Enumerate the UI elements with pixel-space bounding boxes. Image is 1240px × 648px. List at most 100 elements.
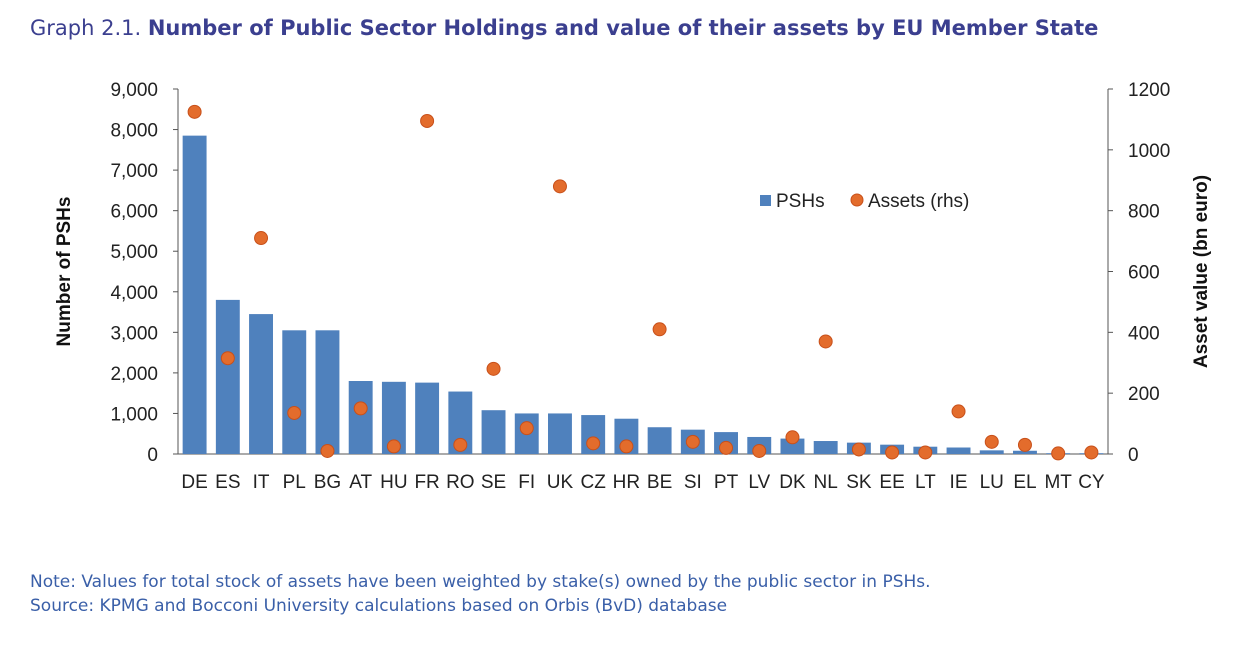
asset-point-ro	[453, 437, 468, 452]
x-tick-label: PL	[283, 472, 306, 493]
left-tick-label: 1,000	[110, 404, 158, 425]
bar-el	[1013, 450, 1037, 454]
x-tick-label: UK	[547, 472, 574, 493]
x-tick-label: DK	[779, 472, 806, 493]
x-tick-label: LV	[748, 472, 770, 493]
x-tick-label: BG	[314, 472, 341, 493]
x-tick-label: SE	[481, 472, 506, 493]
legend-label-pshs: PSHs	[776, 191, 825, 212]
x-tick-label: AT	[349, 472, 372, 493]
x-tick-label: ES	[215, 472, 240, 493]
legend-marker-assets	[850, 193, 864, 207]
x-tick-label: FR	[414, 472, 439, 493]
asset-point-de	[187, 104, 202, 119]
right-tick-label: 200	[1128, 384, 1160, 405]
asset-point-uk	[552, 179, 567, 194]
x-tick-label: IE	[950, 472, 968, 493]
left-tick-label: 0	[147, 445, 158, 466]
x-tick-label: SK	[846, 472, 872, 493]
right-tick-label: 600	[1128, 263, 1160, 284]
asset-point-pl	[287, 405, 302, 420]
asset-point-it	[254, 231, 269, 246]
asset-point-el	[1017, 437, 1032, 452]
note-text: Note: Values for total stock of assets h…	[30, 572, 931, 592]
graph-title: Number of Public Sector Holdings and val…	[147, 16, 1099, 40]
asset-point-fr	[420, 113, 435, 128]
left-tick-label: 8,000	[110, 121, 158, 142]
bar-de	[182, 135, 207, 454]
x-tick-label: NL	[814, 472, 838, 493]
source-text: Source: KPMG and Bocconi University calc…	[30, 596, 728, 616]
asset-point-si	[685, 434, 700, 449]
asset-point-lv	[752, 443, 767, 458]
asset-point-be	[652, 322, 667, 337]
left-tick-label: 6,000	[110, 202, 158, 223]
asset-point-cz	[586, 436, 601, 451]
right-tick-label: 1000	[1128, 141, 1170, 162]
asset-point-hr	[619, 439, 634, 454]
right-tick-label: 400	[1128, 323, 1160, 344]
asset-point-es	[220, 351, 235, 366]
right-tick-label: 800	[1128, 202, 1160, 223]
x-tick-label: LU	[980, 472, 1004, 493]
x-tick-label: PT	[714, 472, 739, 493]
x-tick-label: DE	[181, 472, 207, 493]
bar-es	[215, 299, 240, 454]
asset-point-mt	[1051, 446, 1066, 461]
asset-point-sk	[851, 442, 866, 457]
left-tick-label: 7,000	[110, 161, 158, 182]
x-tick-label: IT	[253, 472, 270, 493]
chart-title: Graph 2.1. Number of Public Sector Holdi…	[30, 16, 1098, 40]
asset-point-at	[353, 401, 368, 416]
asset-point-lu	[984, 434, 999, 449]
x-tick-label: HR	[613, 472, 640, 493]
asset-point-nl	[818, 334, 833, 349]
bar-pl	[282, 330, 307, 454]
x-tick-label: FI	[518, 472, 535, 493]
asset-point-bg	[320, 443, 335, 458]
asset-point-fi	[519, 421, 534, 436]
bar-fr	[415, 382, 440, 454]
asset-point-ee	[885, 445, 900, 460]
x-tick-label: CZ	[581, 472, 607, 493]
x-tick-label: HU	[380, 472, 407, 493]
right-tick-label: 1200	[1128, 80, 1170, 101]
bar-nl	[813, 441, 838, 454]
bar-ie	[946, 447, 971, 454]
bar-ro	[448, 391, 473, 454]
chart: 0 1,000 2,000 3,000 4,000 5,000 6,000 7,000 8,00…	[54, 80, 1212, 493]
x-tick-label: CY	[1078, 472, 1105, 493]
x-tick-label: LT	[915, 472, 936, 493]
asset-point-cy	[1084, 445, 1099, 460]
bar-uk	[548, 413, 572, 454]
notes: Note: Values for total stock of assets h…	[30, 570, 931, 618]
right-tick-label: 0	[1128, 445, 1139, 466]
asset-point-pt	[719, 440, 734, 455]
bar-se	[481, 410, 506, 454]
bar-at	[348, 381, 373, 454]
bar-lu	[979, 450, 1004, 454]
graph-number: Graph 2.1.	[30, 16, 142, 40]
bar-it	[249, 314, 273, 454]
asset-point-ie	[951, 404, 966, 419]
x-tick-label: RO	[446, 472, 475, 493]
left-tick-label: 2,000	[110, 364, 158, 385]
y-axis-title: Number of PSHs	[54, 197, 75, 347]
asset-point-hu	[386, 439, 401, 454]
x-tick-label: SI	[684, 472, 702, 493]
x-tick-label: MT	[1044, 472, 1072, 493]
legend-swatch-pshs	[760, 195, 771, 206]
bar-dk	[780, 438, 805, 454]
x-tick-label: EL	[1013, 472, 1036, 493]
asset-point-lt	[918, 445, 933, 460]
x-tick-label: BE	[647, 472, 672, 493]
asset-point-dk	[785, 430, 800, 445]
y2-axis-title: Asset value (bn euro)	[1191, 175, 1212, 368]
bar-be	[647, 427, 672, 454]
left-tick-label: 3,000	[110, 323, 158, 344]
asset-point-se	[486, 361, 501, 376]
left-tick-label: 9,000	[110, 80, 158, 101]
left-tick-label: 4,000	[110, 283, 158, 304]
bar-hu	[381, 381, 406, 454]
legend-label-assets: Assets (rhs)	[868, 191, 969, 212]
